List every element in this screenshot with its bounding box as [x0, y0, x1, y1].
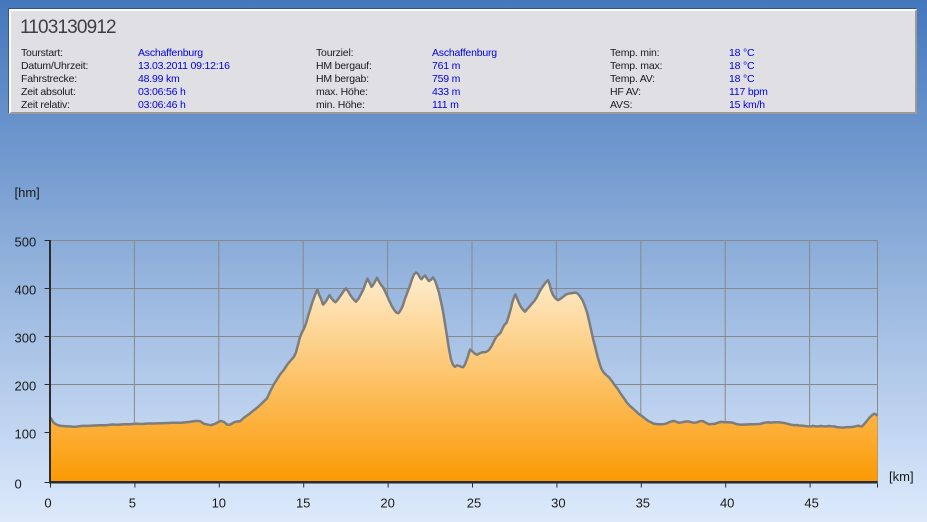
svg-text:40: 40 — [720, 496, 734, 511]
svg-text:45: 45 — [804, 496, 818, 511]
svg-text:300: 300 — [15, 331, 37, 346]
svg-text:[hm]: [hm] — [15, 185, 40, 200]
svg-text:20: 20 — [380, 496, 394, 511]
svg-text:200: 200 — [15, 379, 37, 394]
svg-text:35: 35 — [636, 496, 650, 511]
svg-text:0: 0 — [44, 496, 51, 511]
svg-text:0: 0 — [15, 477, 22, 492]
svg-text:30: 30 — [551, 496, 565, 511]
svg-text:5: 5 — [129, 496, 136, 511]
svg-text:400: 400 — [15, 283, 37, 298]
svg-text:[km]: [km] — [889, 469, 914, 484]
svg-text:500: 500 — [15, 235, 37, 250]
svg-text:15: 15 — [296, 496, 310, 511]
svg-text:100: 100 — [15, 427, 37, 442]
svg-text:25: 25 — [467, 496, 481, 511]
svg-text:10: 10 — [212, 496, 226, 511]
